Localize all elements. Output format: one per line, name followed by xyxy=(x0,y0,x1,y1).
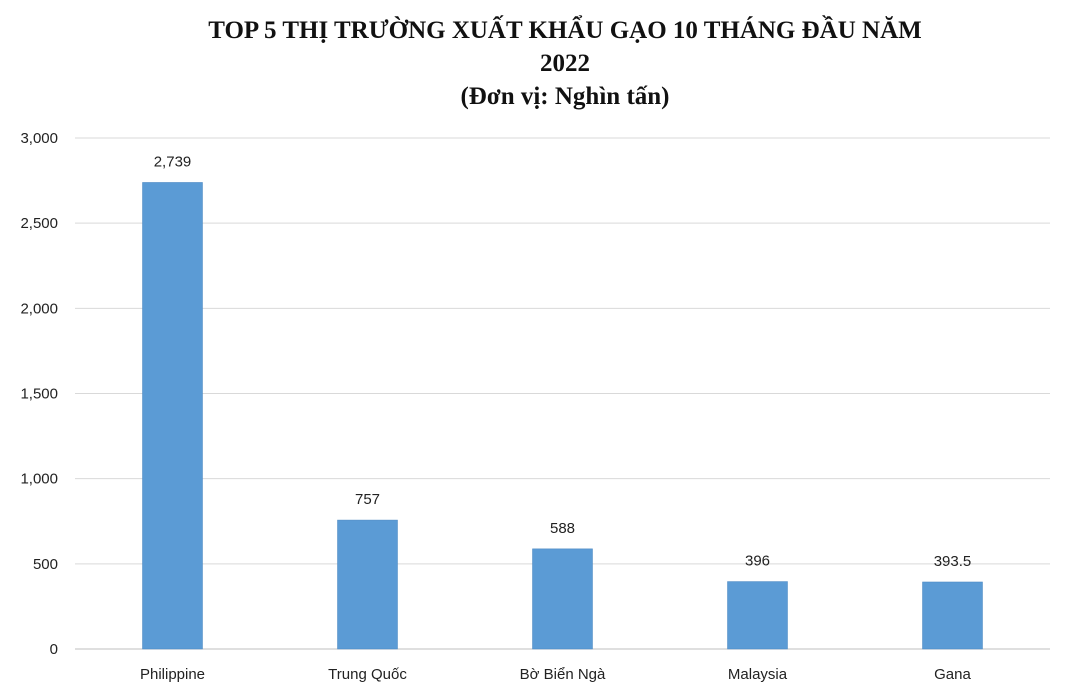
chart-title-line-3: (Đơn vị: Nghìn tấn) xyxy=(460,83,670,110)
bar xyxy=(922,581,983,650)
y-tick-label: 0 xyxy=(50,641,58,658)
chart-title-line-1: TOP 5 THỊ TRƯỜNG XUẤT KHẨU GẠO 10 THÁNG … xyxy=(208,17,922,44)
chart-title: TOP 5 THỊ TRƯỜNG XUẤT KHẨU GẠO 10 THÁNG … xyxy=(60,14,1070,113)
x-tick-label: Gana xyxy=(934,666,971,683)
y-tick-label: 2,000 xyxy=(20,300,58,317)
y-tick-label: 1,500 xyxy=(20,386,58,403)
x-tick-label: Philippine xyxy=(140,666,205,683)
y-tick-label: 3,000 xyxy=(20,130,58,147)
data-label: 757 xyxy=(355,491,380,508)
data-label: 588 xyxy=(550,520,575,537)
y-tick-label: 1,000 xyxy=(20,471,58,488)
y-tick-label: 2,500 xyxy=(20,215,58,232)
data-label: 396 xyxy=(745,553,770,570)
x-tick-label: Trung Quốc xyxy=(328,666,407,683)
x-tick-label: Malaysia xyxy=(728,666,788,683)
y-tick-label: 500 xyxy=(33,556,58,573)
bar xyxy=(727,581,788,650)
data-label: 2,739 xyxy=(154,153,192,170)
x-tick-label: Bờ Biển Ngà xyxy=(520,666,606,683)
data-label: 393.5 xyxy=(934,553,972,570)
bar xyxy=(142,182,203,650)
bar xyxy=(337,519,398,650)
chart-title-line-2: 2022 xyxy=(540,50,590,77)
bar xyxy=(532,548,593,650)
